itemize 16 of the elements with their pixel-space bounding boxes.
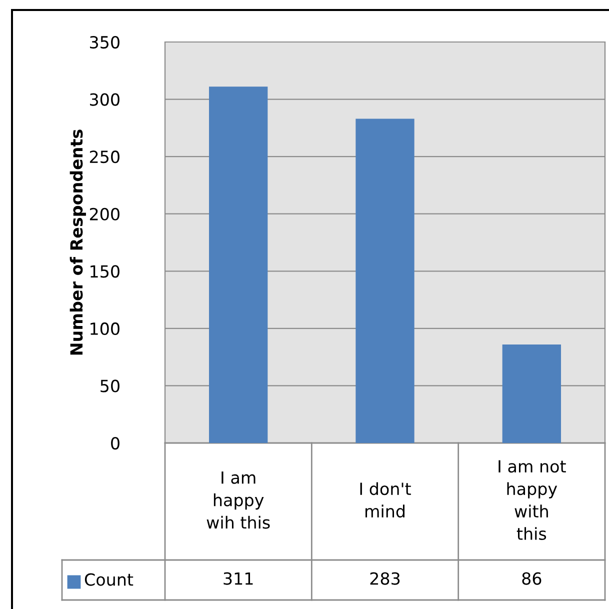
y-tick-label: 250 [90, 150, 120, 164]
data-label: 283 [370, 572, 400, 585]
y-tick-label: 0 [111, 436, 120, 450]
x-tick-label: I don't mind [360, 482, 411, 518]
data-label: 311 [224, 572, 253, 585]
y-tick-label: 350 [90, 36, 120, 49]
y-tick-label: 300 [90, 93, 120, 106]
y-axis-title: Number of Respondents [70, 130, 86, 355]
y-tick-label: 100 [90, 322, 120, 335]
data-label: 86 [522, 572, 542, 585]
x-tick-label: I am happy wih this [206, 471, 270, 529]
y-tick-label: 50 [100, 380, 120, 392]
y-tick-label: 150 [90, 265, 120, 278]
legend-label: Count [84, 573, 134, 586]
x-tick-label: I am not happy with this [498, 460, 566, 540]
y-tick-label: 200 [90, 208, 120, 220]
